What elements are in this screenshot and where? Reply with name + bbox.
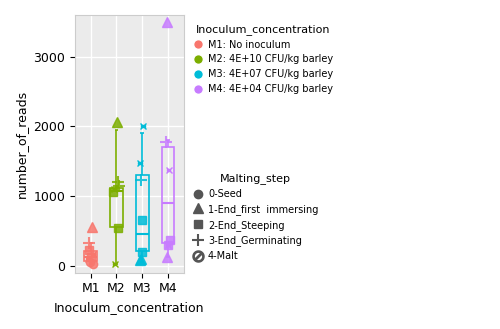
Y-axis label: number_of_reads: number_of_reads [15,90,28,198]
Bar [162,147,174,243]
Legend: 0-Seed, 1-End_first  immersing, 2-End_Steeping, 3-End_Germinating, 4-Malt: 0-Seed, 1-End_first immersing, 2-End_Ste… [190,169,322,265]
Bar [112,188,116,190]
Bar [91,253,94,255]
X-axis label: Inoculum_concentration: Inoculum_concentration [54,301,204,314]
Bar [136,175,148,251]
Bar [86,258,90,260]
Bar [110,188,123,227]
Bar [138,162,142,164]
Bar [166,244,170,246]
Bar [84,251,97,261]
Bar [167,169,170,171]
Bar [113,264,116,266]
Bar [141,125,144,127]
